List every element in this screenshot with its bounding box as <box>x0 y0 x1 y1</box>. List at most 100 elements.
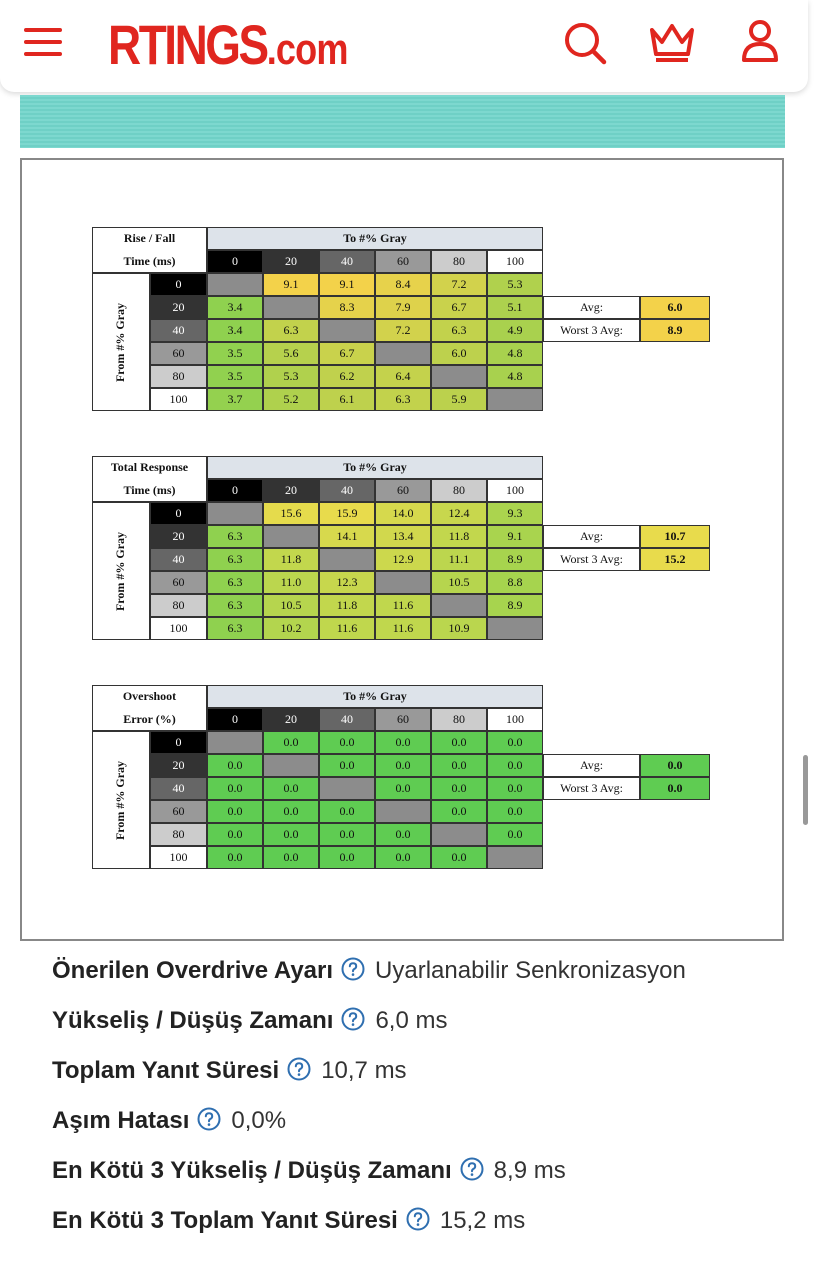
data-cell <box>431 594 487 617</box>
data-cell: 15.9 <box>319 502 375 525</box>
data-cell: 6.3 <box>207 571 263 594</box>
spec-label: Önerilen Overdrive Ayarı <box>52 957 334 984</box>
help-icon[interactable] <box>341 1007 365 1031</box>
banner-strip <box>20 95 785 148</box>
data-cell: 10.9 <box>431 617 487 640</box>
data-cell: 8.9 <box>487 594 543 617</box>
data-cell: 9.1 <box>319 273 375 296</box>
data-cell: 11.8 <box>319 594 375 617</box>
data-cell: 11.1 <box>431 548 487 571</box>
data-cell: 14.1 <box>319 525 375 548</box>
from-label-cell: From #% Gray <box>92 502 150 640</box>
data-cell: 6.4 <box>375 365 431 388</box>
summary-value: 0.0 <box>640 754 710 777</box>
data-cell <box>207 731 263 754</box>
crown-icon[interactable] <box>648 20 696 62</box>
spec-row: Aşım Hatası 0,0% <box>52 1100 772 1142</box>
row-header: 20 <box>150 525 207 548</box>
data-cell: 5.9 <box>431 388 487 411</box>
corner-cell: Overshoot Error (%) <box>92 685 207 731</box>
spec-row: Yükseliş / Düşüş Zamanı 6,0 ms <box>52 1000 772 1042</box>
data-cell: 5.1 <box>487 296 543 319</box>
corner-label: Error (%) <box>123 712 176 726</box>
data-cell: 0.0 <box>319 800 375 823</box>
data-cell: 6.0 <box>431 342 487 365</box>
column-header: 60 <box>375 250 431 273</box>
summary-value: 10.7 <box>640 525 710 548</box>
column-header: 80 <box>431 479 487 502</box>
data-cell <box>263 525 319 548</box>
help-icon[interactable] <box>197 1107 221 1131</box>
data-cell: 6.3 <box>207 617 263 640</box>
data-cell <box>375 342 431 365</box>
data-cell: 6.3 <box>431 319 487 342</box>
help-icon[interactable] <box>460 1157 484 1181</box>
data-cell: 0.0 <box>487 731 543 754</box>
row-header: 100 <box>150 846 207 869</box>
logo-suffix: .com <box>266 25 349 74</box>
data-cell: 0.0 <box>375 731 431 754</box>
data-cell <box>319 319 375 342</box>
data-cell <box>487 388 543 411</box>
row-header: 100 <box>150 617 207 640</box>
data-cell: 0.0 <box>207 823 263 846</box>
logo[interactable]: RTINGS.com <box>108 12 348 77</box>
column-header: 20 <box>263 250 319 273</box>
row-header: 20 <box>150 296 207 319</box>
summary-value: 8.9 <box>640 319 710 342</box>
spec-value: 0,0% <box>231 1107 287 1134</box>
data-cell <box>375 800 431 823</box>
data-cell: 0.0 <box>207 846 263 869</box>
summary-value: 6.0 <box>640 296 710 319</box>
data-cell: 6.3 <box>375 388 431 411</box>
data-cell: 0.0 <box>487 754 543 777</box>
row-header: 80 <box>150 823 207 846</box>
data-cell: 6.1 <box>319 388 375 411</box>
column-header: 20 <box>263 708 319 731</box>
from-label: From #% Gray <box>113 531 128 611</box>
summary-label: Avg: <box>543 525 640 548</box>
data-cell: 6.7 <box>319 342 375 365</box>
data-cell: 3.4 <box>207 319 263 342</box>
row-header: 0 <box>150 502 207 525</box>
column-header: 40 <box>319 479 375 502</box>
row-header: 80 <box>150 365 207 388</box>
data-cell: 0.0 <box>263 777 319 800</box>
menu-icon[interactable] <box>24 26 62 58</box>
help-icon[interactable] <box>341 957 365 981</box>
data-cell: 0.0 <box>431 800 487 823</box>
help-icon[interactable] <box>287 1057 311 1081</box>
spec-value: 15,2 ms <box>439 1207 526 1234</box>
data-cell: 0.0 <box>375 823 431 846</box>
data-cell: 6.3 <box>207 548 263 571</box>
row-header: 60 <box>150 800 207 823</box>
column-header: 0 <box>207 250 263 273</box>
data-cell: 6.3 <box>207 594 263 617</box>
data-cell: 10.2 <box>263 617 319 640</box>
column-header: 40 <box>319 250 375 273</box>
data-cell: 0.0 <box>431 846 487 869</box>
corner-label: Total Response <box>110 460 189 474</box>
summary-label: Avg: <box>543 754 640 777</box>
data-cell: 0.0 <box>207 800 263 823</box>
summary-label: Worst 3 Avg: <box>543 548 640 571</box>
column-header: 60 <box>375 479 431 502</box>
data-cell: 5.3 <box>263 365 319 388</box>
data-cell <box>487 846 543 869</box>
row-header: 0 <box>150 273 207 296</box>
response-tables: Rise / Fall Time (ms) To #% Gray 0 20 40 60 80 1… <box>92 227 710 869</box>
data-cell: 0.0 <box>319 731 375 754</box>
data-cell: 8.9 <box>487 548 543 571</box>
data-cell: 11.6 <box>375 617 431 640</box>
help-icon[interactable] <box>406 1207 430 1231</box>
account-icon[interactable] <box>740 18 780 64</box>
column-header: 80 <box>431 708 487 731</box>
spec-label: Aşım Hatası <box>52 1107 190 1134</box>
data-cell: 0.0 <box>487 823 543 846</box>
spec-row: En Kötü 3 Toplam Yanıt Süresi 15,2 ms <box>52 1200 772 1242</box>
search-icon[interactable] <box>562 20 608 66</box>
spec-value: 8,9 ms <box>493 1157 566 1184</box>
data-cell: 8.4 <box>375 273 431 296</box>
corner-label: Overshoot <box>122 689 177 703</box>
corner-label: Rise / Fall <box>123 231 176 245</box>
